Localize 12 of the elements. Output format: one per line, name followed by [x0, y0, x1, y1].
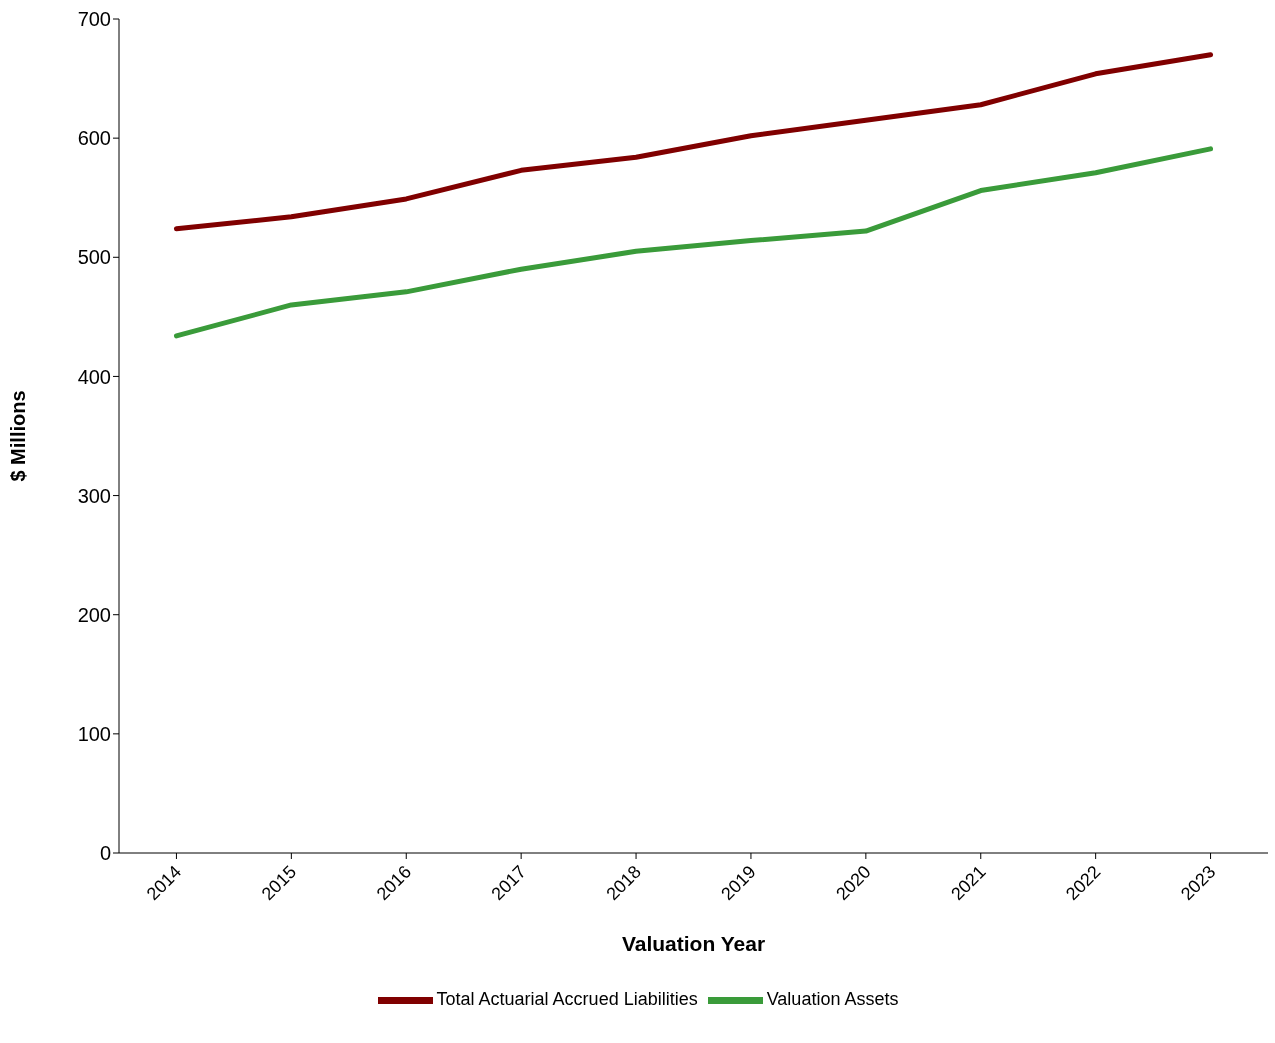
y-tick-label: 300: [77, 484, 111, 507]
y-tick-label: 100: [77, 722, 111, 745]
y-tick-label: 500: [77, 246, 111, 269]
legend-label: Total Actuarial Accrued Liabilities: [436, 989, 698, 1010]
y-tick-label: 0: [99, 842, 111, 865]
x-axis-title: Valuation Year: [621, 932, 766, 955]
y-tick-label: 400: [77, 365, 111, 388]
y-tick-label: 700: [77, 8, 111, 31]
y-tick-label: 200: [77, 603, 111, 626]
legend-label: Valuation Assets: [766, 989, 899, 1010]
y-axis-title: $ Millions: [7, 390, 30, 482]
y-tick-label: 600: [77, 127, 111, 150]
